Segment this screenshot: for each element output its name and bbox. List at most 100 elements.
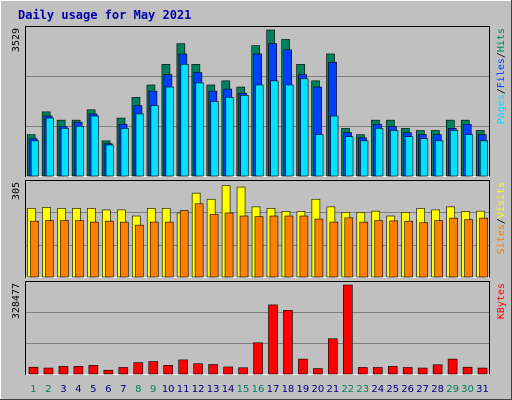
day-label-20: 20 (312, 384, 325, 395)
day-label-12: 12 (192, 384, 205, 395)
daily-sites-bar-25 (389, 220, 399, 278)
day-label-19: 19 (297, 384, 310, 395)
daily-kbytes-bar-27 (417, 367, 428, 375)
daily-pages-bar-3 (60, 128, 69, 177)
y-axis-max-label-panel-3: 328477 (11, 283, 22, 319)
daily-pages-bar-18 (285, 84, 294, 177)
daily-kbytes-bar-15 (238, 367, 248, 375)
daily-sites-bar-17 (269, 215, 279, 278)
daily-pages-bar-25 (390, 130, 399, 177)
daily-sites-bar-31 (479, 217, 488, 278)
daily-kbytes-bar-8 (133, 362, 144, 375)
daily-kbytes-bar-30 (462, 366, 473, 375)
y-axis-max-label-panel-2: 305 (11, 182, 22, 200)
daily-sites-bar-6 (105, 220, 114, 278)
daily-pages-bar-15 (240, 95, 249, 177)
daily-sites-bar-9 (149, 221, 159, 278)
daily-kbytes-bar-17 (268, 304, 278, 375)
daily-pages-bar-21 (330, 115, 339, 177)
legend-hits-files-pages-part-5: Hits (496, 28, 507, 52)
legend-visits-sites-part-3: Visits (496, 182, 507, 218)
daily-kbytes-bar-11 (178, 359, 188, 375)
daily-kbytes-bar-10 (163, 365, 174, 375)
daily-sites-bar-18 (284, 215, 294, 278)
daily-pages-bar-17 (270, 80, 279, 177)
daily-kbytes-bar-31 (477, 367, 488, 375)
daily-sites-bar-10 (164, 221, 174, 278)
daily-kbytes-bar-5 (88, 365, 99, 375)
daily-pages-bar-14 (225, 97, 234, 177)
daily-pages-bar-4 (75, 126, 84, 177)
day-label-13: 13 (207, 384, 220, 395)
day-label-4: 4 (75, 384, 81, 395)
day-label-27: 27 (416, 384, 429, 395)
day-label-21: 21 (326, 384, 339, 395)
daily-pages-bar-31 (479, 140, 489, 177)
legend-visits-sites-part-2: / (496, 218, 507, 224)
daily-pages-bar-10 (165, 86, 174, 177)
daily-sites-bar-30 (464, 219, 473, 278)
daily-sites-bar-22 (344, 217, 354, 278)
daily-pages-bar-2 (45, 117, 54, 177)
daily-kbytes-bar-21 (328, 338, 338, 375)
daily-pages-bar-24 (375, 128, 384, 177)
daily-pages-bar-26 (405, 136, 414, 177)
day-label-7: 7 (120, 384, 126, 395)
daily-sites-bar-23 (359, 221, 369, 278)
daily-sites-bar-5 (90, 221, 99, 278)
legend-hits-files-pages: Pages/Files/Hits (496, 28, 507, 124)
day-label-11: 11 (177, 384, 190, 395)
daily-sites-bar-13 (209, 214, 219, 278)
day-label-24: 24 (371, 384, 384, 395)
daily-sites-bar-26 (404, 220, 413, 278)
day-label-16: 16 (252, 384, 265, 395)
daily-pages-bar-7 (120, 128, 129, 177)
daily-pages-bar-13 (210, 101, 219, 177)
daily-sites-bar-14 (224, 212, 234, 278)
daily-sites-bar-1 (30, 220, 39, 278)
daily-sites-bar-20 (314, 218, 324, 278)
daily-pages-bar-6 (105, 144, 114, 177)
daily-pages-bar-5 (90, 115, 99, 177)
daily-kbytes-bar-14 (223, 366, 233, 375)
legend-kbytes-part-1: KBytes (496, 283, 507, 319)
day-label-3: 3 (60, 384, 66, 395)
daily-kbytes-bar-28 (432, 364, 443, 375)
daily-pages-bar-19 (300, 78, 309, 177)
daily-kbytes-bar-20 (313, 368, 323, 375)
daily-sites-bar-16 (254, 216, 264, 278)
legend-hits-files-pages-part-3: Files (496, 58, 507, 88)
daily-pages-bar-29 (449, 130, 459, 177)
daily-kbytes-bar-19 (298, 358, 308, 375)
daily-sites-bar-12 (194, 203, 204, 278)
legend-hits-files-pages-part-1: Pages (496, 94, 507, 124)
daily-sites-bar-8 (134, 224, 144, 278)
daily-sites-bar-7 (120, 221, 129, 278)
daily-sites-bar-27 (419, 222, 428, 278)
daily-pages-bar-27 (420, 138, 429, 177)
daily-pages-bar-11 (180, 63, 189, 177)
legend-hits-files-pages-part-2: / (496, 88, 507, 94)
day-label-8: 8 (135, 384, 141, 395)
daily-kbytes-bar-18 (283, 310, 293, 375)
daily-pages-bar-28 (435, 140, 444, 177)
daily-sites-bar-4 (75, 220, 84, 278)
legend-visits-sites: Sites/Visits (496, 182, 507, 254)
daily-kbytes-bar-13 (208, 364, 218, 375)
legend-visits-sites-part-1: Sites (496, 224, 507, 254)
day-label-31: 31 (476, 384, 489, 395)
daily-pages-bar-30 (464, 134, 474, 177)
daily-kbytes-bar-1 (28, 366, 39, 375)
daily-pages-bar-20 (315, 134, 324, 177)
daily-kbytes-bar-26 (402, 367, 413, 375)
day-label-18: 18 (282, 384, 295, 395)
daily-sites-bar-19 (299, 215, 309, 278)
day-label-17: 17 (267, 384, 280, 395)
day-label-30: 30 (461, 384, 474, 395)
daily-kbytes-bar-16 (253, 342, 263, 375)
daily-kbytes-bar-6 (103, 369, 114, 375)
daily-kbytes-bar-7 (118, 367, 129, 375)
day-label-15: 15 (237, 384, 250, 395)
